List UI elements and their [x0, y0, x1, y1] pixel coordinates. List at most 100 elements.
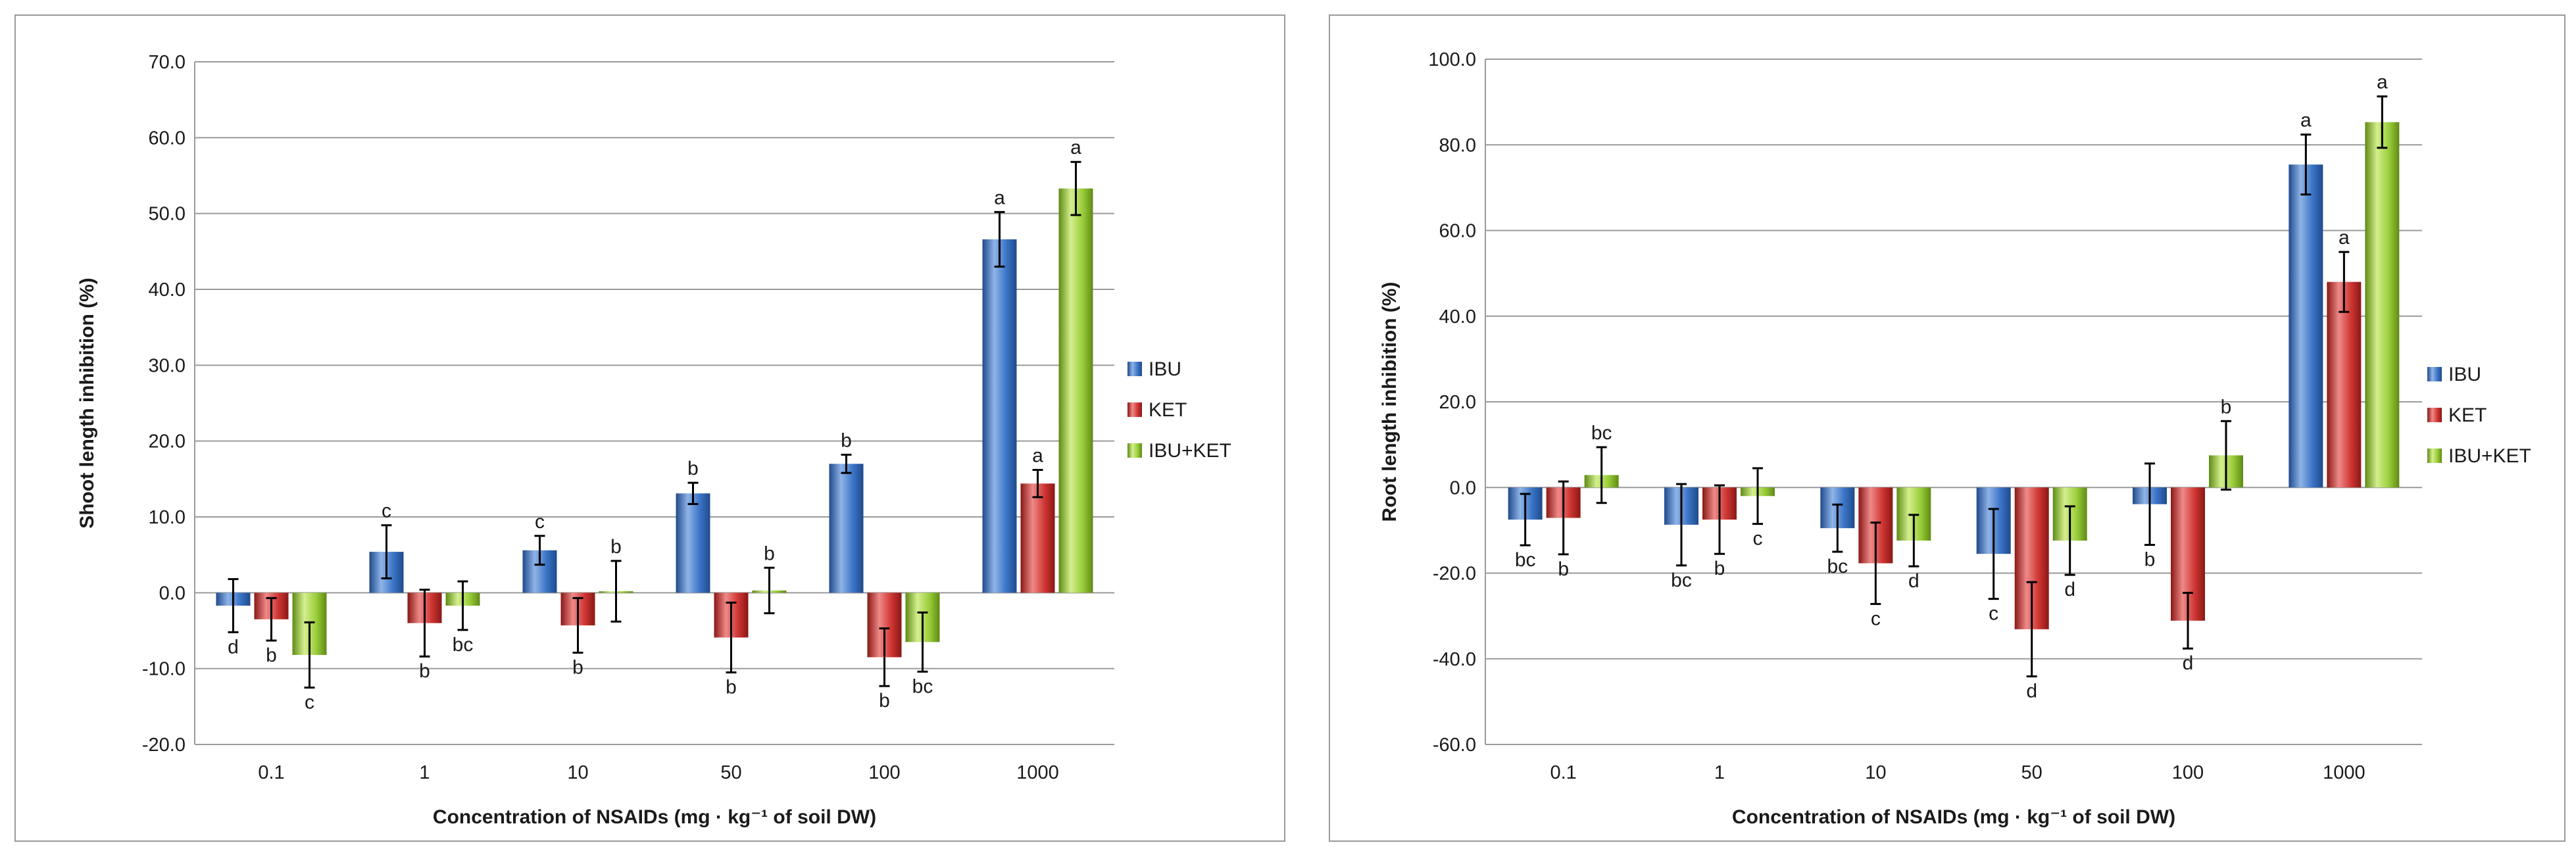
error-bar — [266, 596, 277, 642]
significance-letter: bc — [1671, 570, 1692, 591]
y-axis-title: Shoot length inhibition (%) — [76, 278, 98, 529]
error-bar — [2183, 591, 2193, 650]
error-bar — [1520, 493, 1531, 547]
significance-letter: bc — [1591, 422, 1612, 444]
bar-ibu-ket-1000 — [2365, 122, 2400, 488]
significance-letter: b — [841, 429, 852, 451]
x-tick-label: 1000 — [1016, 762, 1059, 783]
error-bar — [1908, 514, 1920, 568]
significance-letter: c — [1871, 608, 1881, 629]
significance-letter: d — [228, 636, 239, 658]
x-tick-label: 10 — [1865, 762, 1886, 783]
error-bar — [841, 453, 852, 474]
bar-ket-1000 — [2327, 281, 2362, 488]
legend-swatch — [2427, 408, 2442, 422]
bar-ibu-1000 — [982, 239, 1017, 593]
bar-ibu-50 — [676, 493, 710, 593]
x-tick-label: 50 — [2021, 762, 2043, 783]
significance-letter: bc — [1827, 556, 1848, 577]
significance-letter: b — [2221, 396, 2232, 418]
legend-swatch — [1127, 402, 1142, 417]
error-bar — [2064, 505, 2075, 576]
significance-letter: b — [419, 660, 430, 682]
error-bar — [1070, 160, 1081, 216]
error-bar — [2339, 251, 2350, 313]
legend-swatch — [1127, 443, 1142, 458]
y-tick-label: 60.0 — [149, 128, 186, 149]
y-tick-label: 60.0 — [1439, 221, 1476, 242]
legend-label: IBU — [1149, 358, 1181, 380]
x-axis-title: Concentration of NSAIDs (mg · kg⁻¹ of so… — [1732, 806, 2175, 828]
error-bar — [2221, 420, 2231, 491]
significance-letter: b — [266, 644, 277, 666]
error-bar — [534, 535, 545, 566]
x-tick-label: 10 — [567, 762, 588, 783]
significance-letter: b — [1558, 558, 1569, 580]
significance-letter: b — [572, 656, 583, 678]
significance-letter: a — [2377, 72, 2388, 93]
x-tick-label: 50 — [720, 762, 741, 783]
y-tick-label: 10.0 — [149, 507, 186, 528]
significance-letter: b — [1714, 558, 1725, 579]
error-bar — [994, 210, 1005, 268]
error-bar — [1596, 446, 1607, 504]
y-tick-label: -20.0 — [142, 735, 186, 756]
significance-letter: b — [879, 690, 890, 712]
significance-letter: a — [2339, 227, 2350, 249]
y-tick-label: 0.0 — [1450, 477, 1476, 498]
error-bar — [2300, 134, 2312, 196]
y-tick-label: 40.0 — [149, 280, 186, 301]
y-tick-label: 50.0 — [149, 204, 186, 225]
y-tick-label: 20.0 — [149, 431, 186, 452]
x-axis-title: Concentration of NSAIDs (mg · kg⁻¹ of so… — [433, 806, 876, 828]
legend-swatch — [2427, 449, 2442, 463]
significance-letter: bc — [1515, 549, 1536, 571]
legend-swatch — [2427, 367, 2442, 381]
y-tick-label: -40.0 — [1433, 649, 1476, 670]
significance-letter: b — [687, 458, 699, 479]
x-tick-label: 1 — [419, 762, 430, 783]
y-tick-label: 40.0 — [1439, 306, 1476, 328]
y-tick-label: 20.0 — [1439, 392, 1476, 413]
error-bar — [1032, 468, 1043, 498]
y-tick-label: 100.0 — [1428, 49, 1476, 70]
root-length-chart-svg: -60.0 -40.0 -20.0 0.0 20.0 40.0 60.0 80.0 100.0 0… — [1379, 49, 2531, 828]
error-bar — [1558, 480, 1569, 556]
error-bar — [1832, 503, 1843, 553]
significance-letter: c — [1753, 528, 1763, 550]
significance-letter: b — [2144, 549, 2156, 571]
y-axis-title: Root length inhibition (%) — [1379, 282, 1400, 522]
significance-letter: bc — [912, 675, 933, 697]
x-tick-label: 0.1 — [258, 762, 284, 783]
error-bar — [381, 524, 392, 579]
significance-letter: c — [535, 511, 545, 533]
error-bar — [457, 580, 468, 631]
significance-letter: d — [1908, 570, 1920, 592]
error-bar — [610, 560, 622, 623]
x-tick-label: 1 — [1714, 762, 1725, 783]
legend-label: KET — [1149, 399, 1187, 421]
error-bar — [1988, 508, 1999, 600]
significance-letter: a — [1070, 137, 1081, 158]
error-bar — [2377, 95, 2388, 149]
significance-letter: d — [2064, 579, 2075, 600]
x-tick-label: 100 — [868, 762, 900, 783]
significance-letter: c — [382, 500, 391, 522]
bar-ibu-1000 — [2289, 164, 2323, 488]
bar-ket-1000 — [1020, 483, 1055, 593]
error-bar — [304, 621, 315, 689]
significance-letter: b — [610, 536, 622, 558]
significance-letter: d — [2026, 680, 2037, 702]
y-tick-label: 0.0 — [159, 583, 186, 604]
error-bar — [726, 601, 737, 673]
significance-letter: c — [305, 692, 314, 714]
root-length-chart: -60.0 -40.0 -20.0 0.0 20.0 40.0 60.0 80.0 100.0 0… — [1329, 14, 2565, 842]
legend-label: IBU+KET — [1149, 440, 1231, 462]
error-bar — [1870, 522, 1881, 605]
significance-letter: d — [2183, 652, 2194, 674]
error-bar — [1676, 483, 1687, 567]
error-bar — [419, 589, 430, 658]
significance-letter: a — [2300, 110, 2312, 132]
x-tick-label: 0.1 — [1550, 762, 1577, 783]
legend-swatch — [1127, 362, 1142, 376]
